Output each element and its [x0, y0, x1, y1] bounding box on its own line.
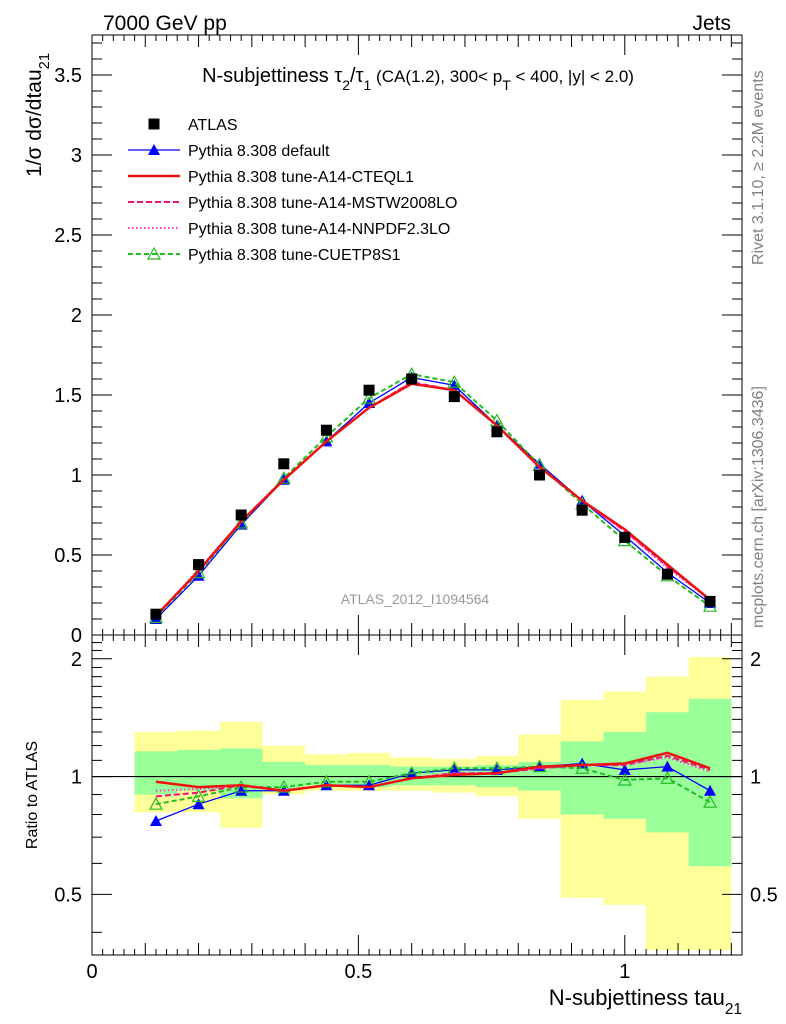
header-jets-label: Jets [692, 12, 731, 35]
series-line-pythia-8-308-default [155, 376, 711, 620]
legend-marker-pythia-8-308-default [148, 144, 160, 155]
data-point-atlas [704, 595, 716, 607]
ratio-point-pythia-8-308-tune-cuetp8s1 [276, 779, 291, 793]
main-y-tick-label: 3.5 [54, 65, 82, 87]
header-energy-label: 7000 GeV pp [103, 12, 227, 35]
uncertainty-band-inner [177, 749, 220, 791]
ratio-point-pythia-8-308-default [704, 784, 717, 796]
series-line-pythia-8-308-tune-a14-cteql1 [155, 382, 711, 617]
ratio-y-tick-label-right: 2 [750, 649, 761, 671]
ratio-point-pythia-8-308-tune-cuetp8s1 [319, 774, 334, 788]
series-line-pythia-8-308-tune-cuetp8s1 [155, 373, 711, 619]
data-point-atlas [235, 509, 247, 521]
ratio-plot-frame [91, 634, 743, 956]
x-axis-label: N-subjettiness tau21 [549, 985, 742, 1018]
data-point-pythia-8-308-tune-cuetp8s1 [191, 565, 206, 579]
data-point-atlas [534, 469, 546, 481]
legend-label-pythia-8-308-tune-a14-mstw2008lo: Pythia 8.308 tune-A14-MSTW2008LO [188, 195, 457, 212]
ratio-point-pythia-8-308-tune-cuetp8s1 [148, 796, 163, 810]
ratio-point-pythia-8-308-tune-cuetp8s1 [617, 772, 632, 786]
ratio-point-pythia-8-308-default [235, 784, 248, 796]
data-point-atlas [320, 424, 332, 436]
main-y-tick-label: 0.5 [54, 545, 82, 567]
legend-label-pythia-8-308-default: Pythia 8.308 default [188, 143, 330, 160]
ratio-line-pythia-8-308-tune-cuetp8s1 [155, 765, 711, 806]
data-point-atlas [491, 426, 503, 438]
ratio-y-tick-label: 0.5 [54, 884, 82, 906]
ratio-point-pythia-8-308-default [661, 760, 674, 772]
main-y-axis-label: 1/σ dσ/dtau21 [23, 53, 53, 177]
data-point-atlas [619, 531, 631, 543]
data-point-atlas [576, 504, 588, 516]
data-point-pythia-8-308-tune-cuetp8s1 [234, 515, 249, 529]
data-point-pythia-8-308-tune-cuetp8s1 [447, 374, 462, 388]
uncertainty-band-inner [560, 741, 604, 815]
legend-label-pythia-8-308-tune-a14-nnpdf2-3lo: Pythia 8.308 tune-A14-NNPDF2.3LO [188, 221, 450, 238]
main-y-tick-label: 2.5 [54, 225, 82, 247]
data-point-atlas [661, 568, 673, 580]
legend-label-pythia-8-308-tune-cuetp8s1: Pythia 8.308 tune-CUETP8S1 [188, 247, 401, 264]
series-line-pythia-8-308-tune-a14-nnpdf2-3lo [155, 381, 711, 617]
data-point-atlas [406, 373, 418, 385]
main-panel: 0 0.5 1 1.5 2 2.5 3 3.5 [54, 34, 743, 647]
x-tick-label: 0 [86, 961, 97, 983]
data-point-atlas [448, 391, 460, 403]
data-point-atlas [193, 559, 205, 571]
ratio-point-pythia-8-308-default [618, 763, 631, 775]
x-tick-label: 1 [619, 961, 630, 983]
ratio-y-tick-label: 2 [71, 649, 82, 671]
legend-marker-atlas [148, 118, 160, 130]
series-line-pythia-8-308-tune-a14-mstw2008lo [155, 381, 711, 617]
legend: ATLAS Pythia 8.308 default Pythia 8.308 tu… [128, 117, 457, 264]
data-point-pythia-8-308-tune-cuetp8s1 [362, 390, 377, 404]
legend-label-atlas: ATLAS [188, 117, 238, 134]
ratio-point-pythia-8-308-tune-cuetp8s1 [191, 789, 206, 802]
ratio-y-tick-label: 1 [71, 767, 82, 789]
legend-label-pythia-8-308-tune-a14-cteql1: Pythia 8.308 tune-A14-CTEQL1 [188, 169, 414, 186]
main-y-tick-label: 1.5 [54, 385, 82, 407]
analysis-watermark: ATLAS_2012_I1094564 [341, 591, 490, 607]
x-tick-label: 0.5 [344, 961, 372, 983]
main-y-tick-label: 1 [71, 465, 82, 487]
ratio-line-pythia-8-308-tune-a14-cteql1 [155, 751, 711, 792]
ratio-panel: 0 0.5 1 0.5 0.5 1 1 2 2 [54, 634, 778, 983]
ratio-point-pythia-8-308-default [192, 798, 205, 810]
ratio-y-tick-label-right: 1 [750, 767, 761, 789]
uncertainty-band-inner [134, 751, 178, 795]
mcplots-source-label: mcplots.cern.ch [arXiv:1306.3436] [750, 386, 767, 628]
rivet-version-label: Rivet 3.1.10, ≥ 2.2M events [750, 70, 767, 265]
data-point-atlas [150, 608, 162, 620]
main-y-tick-label: 0 [71, 625, 82, 647]
main-y-tick-label: 2 [71, 305, 82, 327]
legend-marker-pythia-8-308-tune-cuetp8s1 [146, 246, 162, 260]
data-point-atlas [278, 458, 290, 470]
ratio-point-pythia-8-308-tune-cuetp8s1 [703, 794, 718, 808]
main-y-tick-label: 3 [71, 145, 82, 167]
ratio-y-tick-label-right: 0.5 [750, 884, 778, 906]
ratio-point-pythia-8-308-default [149, 814, 162, 826]
ratio-point-pythia-8-308-default [448, 763, 461, 775]
data-point-atlas [363, 384, 375, 396]
ratio-point-pythia-8-308-tune-cuetp8s1 [660, 771, 675, 784]
chart-title: N-subjettiness τ2/τ1 (CA(1.2), 300< pT <… [202, 65, 634, 93]
ratio-point-pythia-8-308-tune-cuetp8s1 [575, 761, 590, 774]
ratio-line-pythia-8-308-default [155, 762, 711, 822]
ratio-y-axis-label: Ratio to ATLAS [24, 741, 41, 849]
